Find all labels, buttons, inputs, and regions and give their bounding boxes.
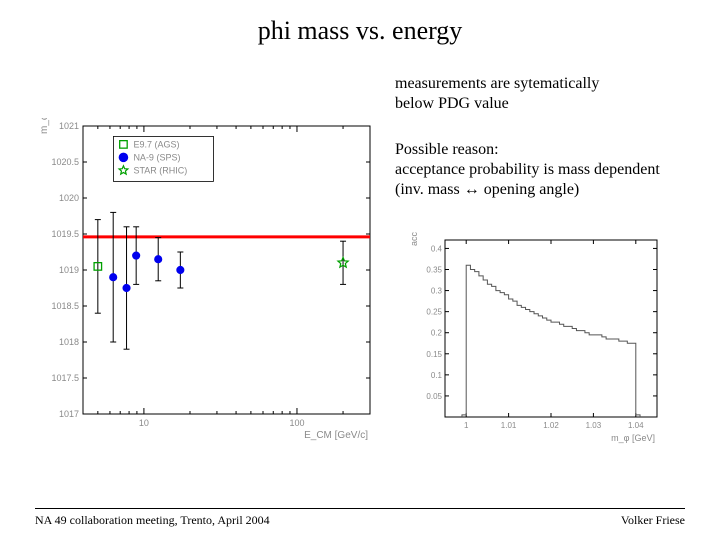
svg-text:acceptance probability: acceptance probability bbox=[409, 232, 419, 246]
note-line1: measurements are sytematically bbox=[395, 75, 599, 92]
note-line2: below PDG value bbox=[395, 95, 509, 112]
footer: NA 49 collaboration meeting, Trento, Apr… bbox=[35, 508, 685, 528]
svg-text:m_φ [MeV]: m_φ [MeV] bbox=[39, 118, 50, 134]
note-measurements: measurements are sytematically below PDG… bbox=[395, 74, 599, 114]
svg-text:100: 100 bbox=[289, 418, 304, 428]
svg-text:0.4: 0.4 bbox=[431, 244, 443, 253]
sub-chart: 0.05 0.1 0.15 0.2 0.25 0.3 0.35 0.4 1 1.01 1.02 1.0… bbox=[405, 232, 665, 447]
reason-line3: (inv. mass ↔ opening angle) bbox=[395, 181, 579, 198]
svg-text:10: 10 bbox=[139, 418, 149, 428]
svg-text:m_φ [GeV]: m_φ [GeV] bbox=[611, 433, 655, 443]
svg-text:1019: 1019 bbox=[59, 265, 79, 275]
svg-text:1.04: 1.04 bbox=[628, 421, 644, 430]
svg-text:E9.7 (AGS): E9.7 (AGS) bbox=[133, 139, 179, 149]
svg-text:0.25: 0.25 bbox=[426, 308, 442, 317]
svg-text:1020: 1020 bbox=[59, 193, 79, 203]
svg-text:1018.5: 1018.5 bbox=[51, 301, 79, 311]
svg-text:1: 1 bbox=[464, 421, 469, 430]
svg-text:0.1: 0.1 bbox=[431, 371, 443, 380]
svg-text:0.2: 0.2 bbox=[431, 329, 443, 338]
footer-right: Volker Friese bbox=[621, 513, 685, 528]
svg-text:1.01: 1.01 bbox=[501, 421, 517, 430]
note-reason: Possible reason: acceptance probability … bbox=[395, 140, 660, 200]
reason-line1: Possible reason: bbox=[395, 141, 499, 158]
svg-text:1017: 1017 bbox=[59, 409, 79, 419]
svg-text:E_CM [GeV/c]: E_CM [GeV/c] bbox=[304, 430, 368, 441]
svg-text:1.03: 1.03 bbox=[586, 421, 602, 430]
svg-text:1019.5: 1019.5 bbox=[51, 229, 79, 239]
svg-text:0.05: 0.05 bbox=[426, 392, 442, 401]
footer-left: NA 49 collaboration meeting, Trento, Apr… bbox=[35, 513, 270, 528]
svg-text:0.35: 0.35 bbox=[426, 266, 442, 275]
main-chart: 1017 1017.5 1018 1018.5 1019 1019.5 1020 1020.5… bbox=[35, 118, 380, 448]
svg-text:1018: 1018 bbox=[59, 337, 79, 347]
svg-text:0.15: 0.15 bbox=[426, 350, 442, 359]
svg-text:STAR (RHIC): STAR (RHIC) bbox=[133, 165, 187, 175]
svg-text:1.02: 1.02 bbox=[543, 421, 559, 430]
reason-line2: acceptance probability is mass dependent bbox=[395, 161, 660, 178]
svg-text:NA-9 (SPS): NA-9 (SPS) bbox=[133, 152, 180, 162]
svg-text:1017.5: 1017.5 bbox=[51, 373, 79, 383]
svg-text:1020.5: 1020.5 bbox=[51, 157, 79, 167]
svg-text:1021: 1021 bbox=[59, 121, 79, 131]
page-title: phi mass vs. energy bbox=[0, 16, 720, 46]
svg-text:0.3: 0.3 bbox=[431, 287, 443, 296]
